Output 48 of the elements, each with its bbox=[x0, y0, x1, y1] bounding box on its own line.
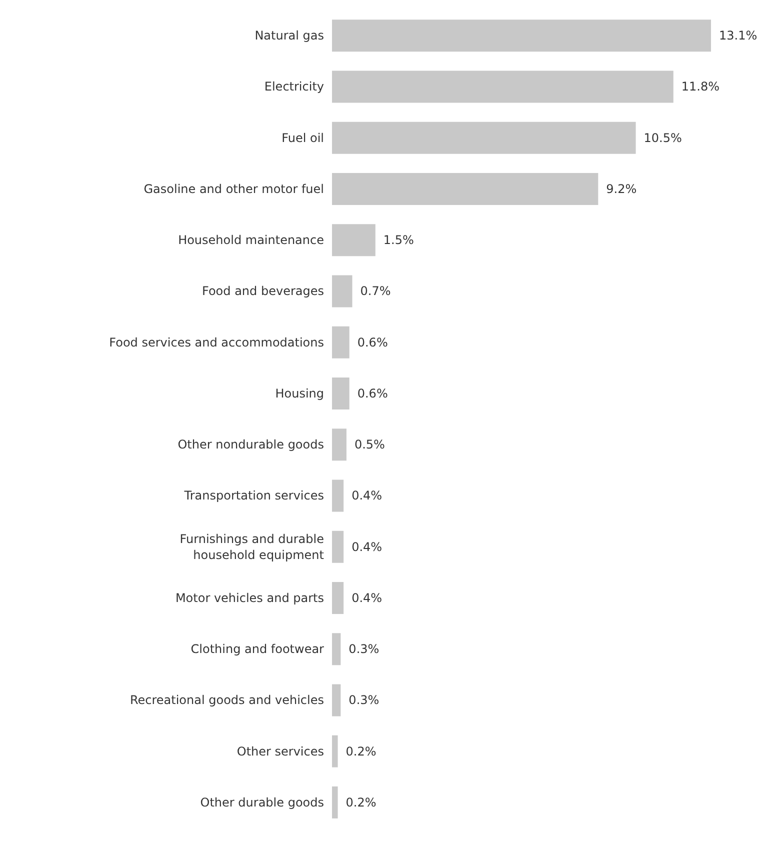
bar bbox=[332, 480, 344, 512]
data-label: 0.6% bbox=[357, 335, 388, 350]
bar bbox=[332, 172, 598, 205]
bar bbox=[332, 530, 344, 563]
data-label: 0.7% bbox=[360, 284, 391, 298]
data-label: 0.4% bbox=[352, 488, 382, 503]
bar bbox=[332, 377, 350, 410]
y-tick-label: Food and beverages bbox=[202, 284, 324, 298]
bar bbox=[332, 684, 341, 716]
bar bbox=[332, 786, 338, 818]
bar bbox=[332, 122, 636, 154]
y-tick-label: Household maintenance bbox=[178, 233, 324, 248]
bar bbox=[332, 326, 350, 358]
data-label: 10.5% bbox=[644, 130, 682, 145]
bar bbox=[332, 275, 352, 308]
y-tick-label: Food services and accommodations bbox=[109, 335, 324, 350]
data-label: 0.6% bbox=[357, 386, 388, 400]
data-label: 0.4% bbox=[352, 540, 382, 554]
data-label: 0.3% bbox=[348, 642, 380, 656]
y-tick-label: Transportation services bbox=[183, 488, 324, 503]
y-tick-label: Other nondurable goods bbox=[178, 438, 324, 452]
bar bbox=[332, 735, 338, 768]
y-tick-label: Recreational goods and vehicles bbox=[130, 693, 324, 708]
y-tick-label: Other durable goods bbox=[200, 795, 324, 810]
data-label: 0.4% bbox=[352, 590, 382, 605]
bar bbox=[332, 582, 344, 614]
bar bbox=[332, 70, 674, 103]
y-tick-label: Clothing and footwear bbox=[190, 642, 324, 656]
bar bbox=[332, 428, 346, 461]
y-tick-label: Natural gas bbox=[254, 28, 324, 43]
bar bbox=[332, 224, 376, 256]
bar bbox=[332, 20, 711, 52]
y-tick-label: Electricity bbox=[264, 80, 324, 94]
data-label: 13.1% bbox=[719, 28, 758, 43]
y-tick-label: Motor vehicles and parts bbox=[175, 590, 324, 605]
data-label: 0.5% bbox=[354, 438, 385, 452]
y-tick-label: Fuel oil bbox=[282, 130, 324, 145]
y-tick-label: Furnishings and durable household equipment bbox=[180, 532, 324, 562]
y-tick-label: Other services bbox=[236, 744, 324, 758]
bar bbox=[332, 633, 341, 666]
data-label: 0.2% bbox=[346, 795, 376, 810]
y-tick-label: Housing bbox=[275, 386, 324, 400]
data-label: 0.3% bbox=[348, 693, 380, 708]
data-label: 1.5% bbox=[383, 233, 414, 248]
data-label: 9.2% bbox=[606, 182, 637, 196]
data-label: 11.8% bbox=[681, 80, 720, 94]
data-label: 0.2% bbox=[346, 744, 376, 758]
y-tick-label: Gasoline and other motor fuel bbox=[144, 182, 324, 196]
